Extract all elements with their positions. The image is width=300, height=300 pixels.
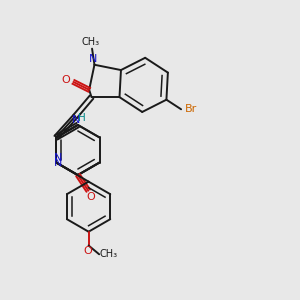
Text: CH₃: CH₃	[100, 249, 118, 259]
Text: N: N	[53, 158, 62, 167]
Text: N: N	[72, 115, 81, 125]
Text: Br: Br	[184, 104, 196, 114]
Text: H: H	[78, 113, 86, 123]
Text: N: N	[53, 153, 62, 163]
Text: O: O	[86, 192, 95, 202]
Text: O: O	[61, 76, 70, 85]
Text: CH₃: CH₃	[82, 37, 100, 47]
Text: N: N	[89, 55, 97, 64]
Text: O: O	[84, 246, 92, 256]
